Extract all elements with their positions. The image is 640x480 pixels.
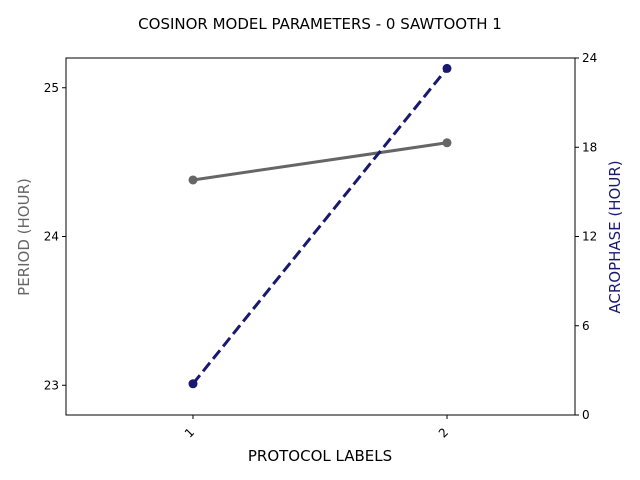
right-axis-label: ACROPHASE (HOUR) bbox=[606, 160, 624, 313]
right-tick-label: 18 bbox=[582, 140, 597, 154]
left-axis-ticks: 23 24 25 bbox=[44, 81, 66, 392]
series-layer bbox=[188, 63, 452, 389]
series-left-point bbox=[442, 138, 452, 148]
x-axis-label: PROTOCOL LABELS bbox=[248, 447, 392, 465]
left-tick-label: 23 bbox=[44, 378, 59, 392]
chart-title: COSINOR MODEL PARAMETERS - 0 SAWTOOTH 1 bbox=[138, 15, 502, 33]
series-left-point bbox=[188, 175, 198, 185]
x-tick-label: 1 bbox=[182, 425, 197, 440]
right-tick-label: 24 bbox=[582, 51, 597, 65]
series-left-line bbox=[192, 141, 448, 182]
left-axis-label: PERIOD (HOUR) bbox=[15, 178, 33, 296]
right-tick-label: 0 bbox=[582, 408, 590, 422]
right-tick-label: 6 bbox=[582, 319, 590, 333]
series-right-point bbox=[442, 63, 452, 73]
series-right-line bbox=[191, 67, 449, 385]
right-axis-ticks: 0 6 12 18 24 bbox=[575, 51, 597, 422]
left-tick-label: 24 bbox=[44, 230, 59, 244]
left-tick-label: 25 bbox=[44, 81, 59, 95]
series-right-point bbox=[188, 379, 198, 389]
x-tick-label: 2 bbox=[436, 425, 451, 440]
plot-area-frame bbox=[65, 57, 576, 416]
right-tick-label: 12 bbox=[582, 230, 597, 244]
